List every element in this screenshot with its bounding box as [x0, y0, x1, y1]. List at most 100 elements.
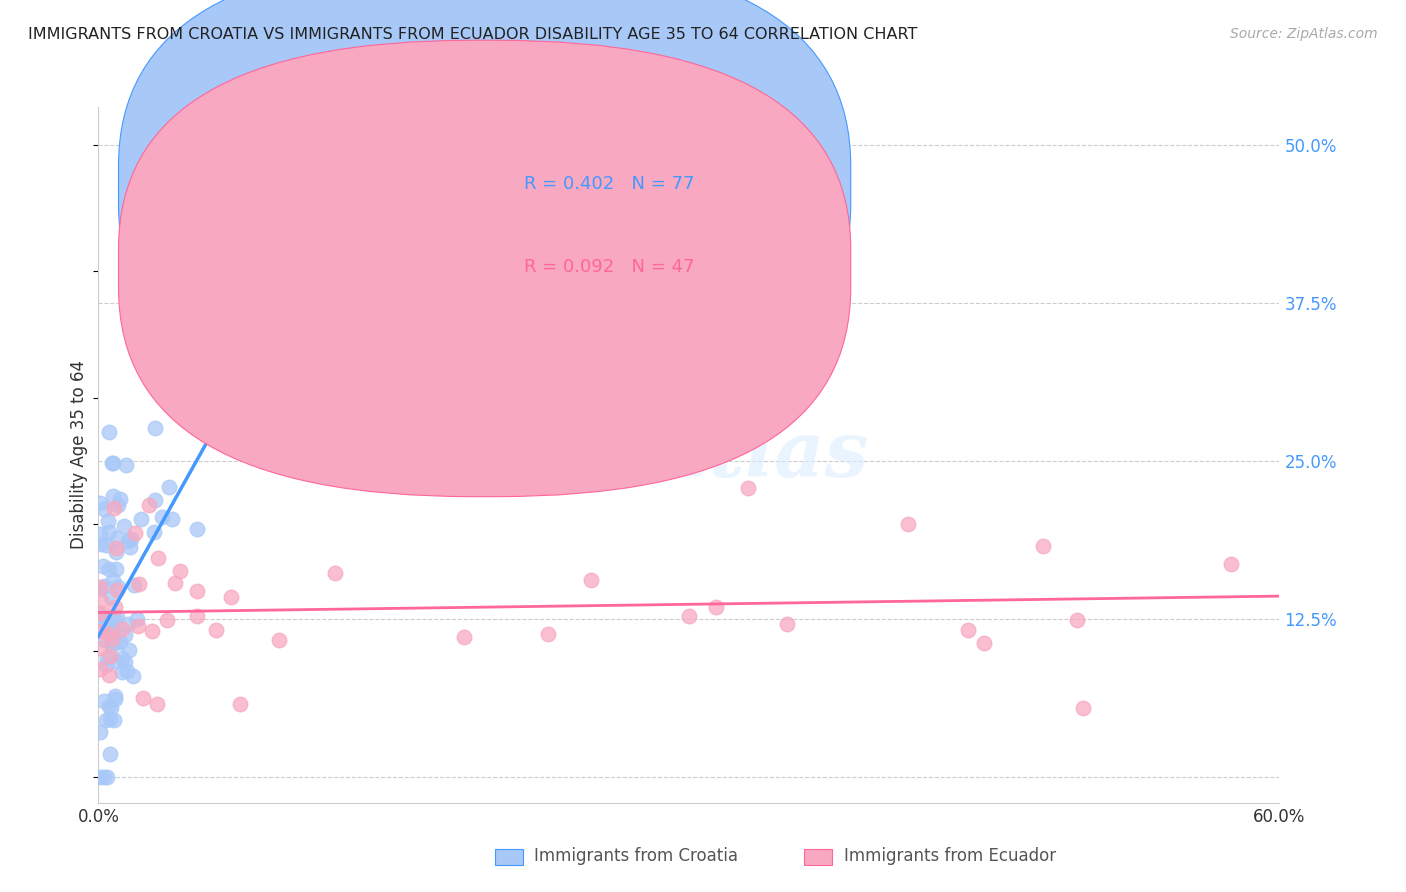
- Point: [186, 522, 208, 536]
- Point: [103, 714, 125, 728]
- Point: [103, 573, 125, 587]
- Point: [104, 545, 127, 559]
- Point: [896, 516, 918, 531]
- Bar: [495, 849, 523, 865]
- Point: [143, 492, 166, 507]
- Point: [103, 500, 125, 515]
- Point: [118, 642, 141, 657]
- Point: [219, 591, 242, 605]
- Point: [104, 690, 127, 704]
- Point: [138, 498, 160, 512]
- Point: [117, 616, 139, 631]
- Point: [93, 694, 115, 708]
- Point: [97, 627, 120, 641]
- Point: [117, 533, 139, 548]
- Text: ZIPatlas: ZIPatlas: [509, 417, 869, 493]
- Text: IMMIGRANTS FROM CROATIA VS IMMIGRANTS FROM ECUADOR DISABILITY AGE 35 TO 64 CORRE: IMMIGRANTS FROM CROATIA VS IMMIGRANTS FR…: [28, 27, 918, 42]
- Point: [100, 701, 122, 715]
- Text: Immigrants from Ecuador: Immigrants from Ecuador: [844, 847, 1056, 865]
- Point: [1071, 700, 1094, 714]
- Point: [100, 590, 122, 604]
- Point: [93, 771, 115, 785]
- Point: [100, 639, 122, 653]
- Point: [98, 712, 121, 726]
- Point: [90, 613, 112, 627]
- Point: [973, 635, 995, 649]
- Point: [103, 635, 125, 649]
- Point: [125, 612, 148, 626]
- Point: [122, 578, 145, 592]
- Point: [122, 669, 145, 683]
- Point: [96, 616, 118, 631]
- Point: [94, 657, 117, 672]
- Point: [267, 633, 290, 648]
- Point: [678, 608, 700, 623]
- Point: [101, 627, 124, 641]
- Point: [104, 541, 127, 555]
- Point: [89, 495, 111, 509]
- Point: [90, 593, 112, 607]
- Text: Immigrants from Croatia: Immigrants from Croatia: [534, 847, 738, 865]
- Point: [124, 525, 146, 540]
- Point: [120, 533, 142, 547]
- Point: [105, 562, 128, 576]
- Point: [776, 616, 799, 631]
- Point: [108, 491, 131, 506]
- Point: [98, 425, 121, 439]
- Point: [104, 635, 127, 649]
- Point: [94, 714, 117, 728]
- Point: [204, 623, 226, 637]
- Text: R = 0.092   N = 47: R = 0.092 N = 47: [523, 258, 695, 276]
- Point: [115, 664, 138, 678]
- Point: [146, 550, 169, 565]
- Point: [105, 531, 128, 545]
- Text: Source: ZipAtlas.com: Source: ZipAtlas.com: [1230, 27, 1378, 41]
- Bar: [804, 849, 832, 865]
- Point: [229, 697, 252, 711]
- Point: [90, 606, 112, 620]
- Point: [103, 610, 125, 624]
- Point: [177, 366, 200, 380]
- Point: [156, 613, 179, 627]
- Point: [101, 632, 124, 646]
- Point: [108, 634, 131, 648]
- Point: [107, 498, 129, 512]
- Point: [737, 482, 759, 496]
- Point: [111, 650, 134, 665]
- Point: [104, 691, 127, 706]
- Point: [146, 697, 169, 711]
- Point: [104, 654, 127, 668]
- Point: [89, 662, 111, 676]
- Point: [96, 651, 118, 665]
- Point: [89, 582, 111, 596]
- Point: [97, 514, 120, 528]
- Point: [105, 610, 128, 624]
- Point: [1220, 557, 1243, 571]
- Point: [98, 649, 121, 664]
- Point: [120, 540, 142, 554]
- Point: [97, 562, 120, 576]
- Point: [363, 156, 385, 170]
- Point: [128, 577, 150, 591]
- Point: [131, 512, 153, 526]
- Point: [104, 600, 127, 615]
- Point: [89, 624, 111, 638]
- Point: [1032, 539, 1054, 553]
- Point: [96, 538, 118, 552]
- Point: [89, 527, 111, 541]
- Point: [579, 573, 602, 587]
- Point: [107, 580, 129, 594]
- Point: [453, 630, 475, 644]
- FancyBboxPatch shape: [447, 128, 801, 309]
- Point: [127, 618, 149, 632]
- Point: [163, 575, 186, 590]
- Point: [101, 622, 124, 636]
- Point: [112, 518, 135, 533]
- Point: [98, 747, 121, 761]
- Point: [956, 623, 979, 637]
- Point: [111, 665, 134, 679]
- Point: [96, 771, 118, 785]
- Point: [89, 580, 111, 594]
- Point: [90, 537, 112, 551]
- Point: [93, 502, 115, 516]
